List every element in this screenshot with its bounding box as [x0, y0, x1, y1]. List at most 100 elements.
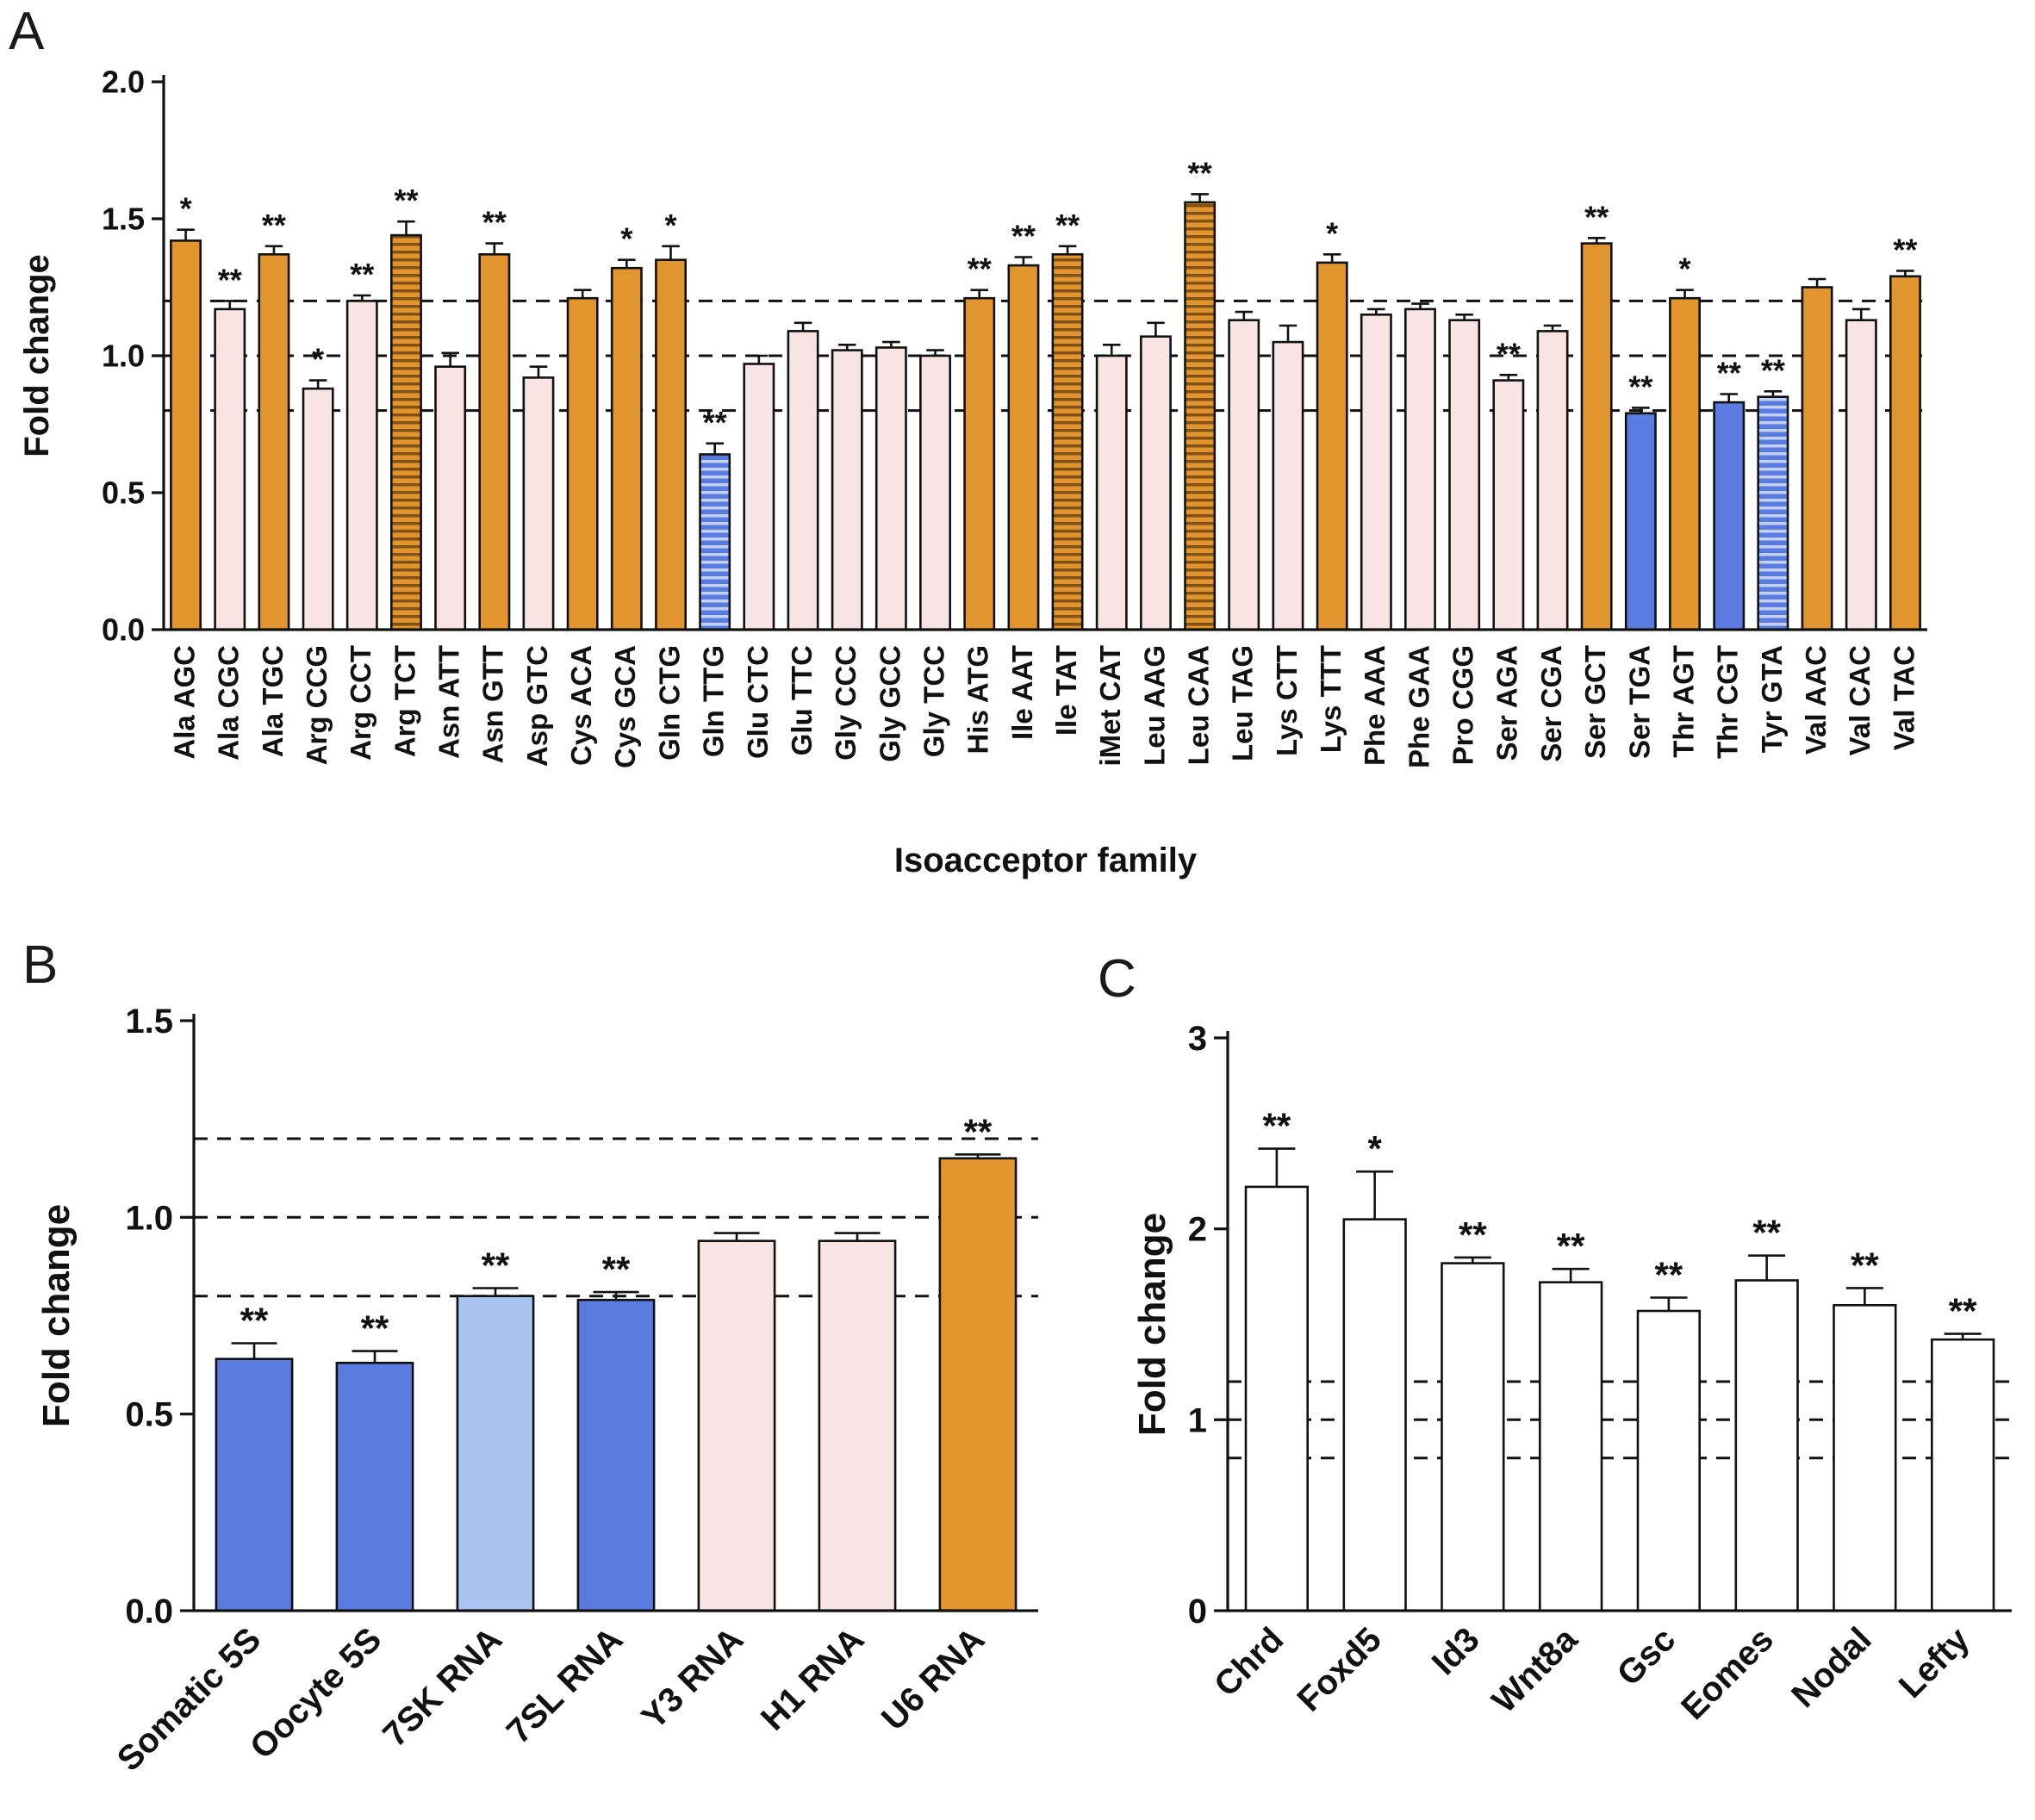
bar-glu-ttc — [787, 321, 819, 631]
x-axis-title: Isoacceptor family — [894, 842, 1198, 879]
category-label: Ala TGC — [257, 645, 289, 757]
category-label: Lys TTT — [1315, 645, 1347, 753]
bar-lys-ttt: * — [1316, 215, 1348, 631]
panel-b-chart: ** Somatic 5S ** Oocyte 5S ** 7SK RNA ** 7SL RN… — [35, 1003, 1038, 1779]
bar-ser-cga — [1536, 324, 1569, 631]
category-label: Chrd — [1207, 1620, 1291, 1704]
category-label: 7SK RNA — [376, 1620, 509, 1754]
category-label: Somatic 5S — [110, 1620, 269, 1779]
category-label: Id3 — [1425, 1620, 1487, 1682]
bar-ile-aat: ** — [1007, 219, 1040, 631]
significance-marker: ** — [703, 405, 727, 440]
category-label: Thr AGT — [1667, 645, 1699, 758]
bar-gly-ccc — [831, 343, 863, 631]
bar-arg-tct: ** — [389, 183, 422, 631]
significance-marker: ** — [361, 1308, 389, 1349]
category-label: Leu TAG — [1227, 645, 1259, 761]
category-label: Phe AAA — [1359, 645, 1391, 766]
category-label: Foxd5 — [1291, 1620, 1389, 1718]
category-label: Y3 RNA — [635, 1620, 751, 1736]
significance-marker: ** — [964, 1111, 993, 1152]
bar-his-atg: ** — [963, 252, 996, 631]
y-tick-label: 0.0 — [125, 1593, 173, 1631]
bar-val-tac: ** — [1889, 232, 1921, 631]
category-label: Ser GCT — [1579, 645, 1611, 759]
bar-leu-tag — [1228, 310, 1260, 631]
significance-marker: * — [665, 208, 677, 243]
category-label: Asn ATT — [433, 645, 465, 759]
category-label: Pro CGG — [1447, 645, 1479, 765]
bar-gly-tcc — [919, 349, 952, 631]
bar-nodal: ** — [1833, 1245, 1897, 1612]
significance-marker: ** — [482, 205, 507, 240]
category-label: Ile AAT — [1006, 645, 1038, 740]
bar-gln-ttg: ** — [699, 405, 731, 631]
bar-pro-cgg — [1448, 313, 1481, 631]
bar-phe-aaa — [1360, 307, 1392, 631]
significance-marker: ** — [1752, 1213, 1781, 1253]
category-label: Wnt8a — [1484, 1620, 1584, 1720]
significance-marker: ** — [1655, 1255, 1683, 1295]
y-tick-label: 0.5 — [125, 1396, 173, 1434]
category-label: Cys GCA — [609, 645, 641, 768]
bar-ala-tgc: ** — [258, 208, 290, 631]
significance-marker: ** — [218, 262, 242, 297]
category-label: Gln CTG — [653, 645, 685, 761]
bar-u6-rna: ** — [938, 1111, 1018, 1612]
significance-marker: ** — [1459, 1214, 1487, 1255]
category-label: Val AAC — [1800, 645, 1832, 755]
y-tick-label: 2.0 — [102, 65, 145, 100]
bar-val-aac — [1801, 277, 1833, 631]
bar-gsc: ** — [1636, 1255, 1701, 1612]
bar-cys-aca — [566, 289, 599, 631]
bar-eomes: ** — [1734, 1213, 1799, 1612]
bar-7sk-rna: ** — [456, 1245, 535, 1612]
significance-marker: ** — [1893, 232, 1917, 267]
bar-ala-agc: * — [170, 191, 202, 631]
category-label: Gly CCC — [830, 645, 862, 761]
category-label: Glu TTC — [786, 645, 818, 755]
significance-marker: ** — [1557, 1226, 1585, 1266]
y-tick-label: 0.0 — [102, 612, 145, 648]
category-label: Nodal — [1784, 1620, 1879, 1715]
category-label: Phe GAA — [1403, 645, 1434, 768]
bar-thr-cgt: ** — [1713, 356, 1746, 631]
category-label: Ala CGC — [213, 645, 245, 761]
bar-tyr-gta: ** — [1757, 352, 1789, 631]
bar-h1-rna — [818, 1232, 897, 1612]
category-label: Asp GTC — [521, 645, 553, 767]
category-label: Ser CGA — [1535, 645, 1567, 762]
category-label: Gln TTG — [698, 645, 730, 757]
y-tick-label: 0 — [1188, 1593, 1207, 1631]
category-label: Leu AAG — [1138, 645, 1170, 766]
category-label: Lefty — [1892, 1620, 1977, 1705]
bar-asn-gtt: ** — [478, 205, 511, 631]
category-label: Eomes — [1674, 1620, 1781, 1727]
significance-marker: ** — [1628, 369, 1652, 404]
y-tick-label: 1.0 — [102, 339, 145, 374]
bar-asn-att — [434, 351, 467, 631]
bar-ser-aga: ** — [1492, 336, 1525, 631]
y-axis-title: Fold change — [1131, 1213, 1173, 1436]
y-tick-label: 1.5 — [102, 202, 145, 237]
bar-glu-ctc — [743, 354, 775, 631]
bar-somatic-5s: ** — [215, 1301, 294, 1612]
panel-a-label: A — [9, 2, 45, 61]
category-label: Ser AGA — [1491, 645, 1523, 761]
category-label: Cys ACA — [565, 645, 597, 766]
significance-marker: ** — [1584, 199, 1609, 234]
bar-val-cac — [1845, 307, 1877, 631]
significance-marker: ** — [1761, 352, 1785, 388]
category-label: Oocyte 5S — [243, 1620, 389, 1766]
panel-c-label: C — [1098, 949, 1136, 1009]
bar-gln-ctg: * — [655, 208, 688, 631]
significance-marker: * — [1679, 252, 1691, 287]
category-label: H1 RNA — [754, 1620, 871, 1737]
y-tick-label: 2 — [1188, 1211, 1207, 1249]
category-label: 7SL RNA — [500, 1620, 631, 1751]
bar-y3-rna — [697, 1232, 776, 1612]
y-tick-label: 0.5 — [102, 475, 145, 511]
significance-marker: ** — [394, 183, 418, 218]
bar-ile-tat: ** — [1051, 208, 1084, 631]
bar-chrd: ** — [1244, 1106, 1309, 1612]
